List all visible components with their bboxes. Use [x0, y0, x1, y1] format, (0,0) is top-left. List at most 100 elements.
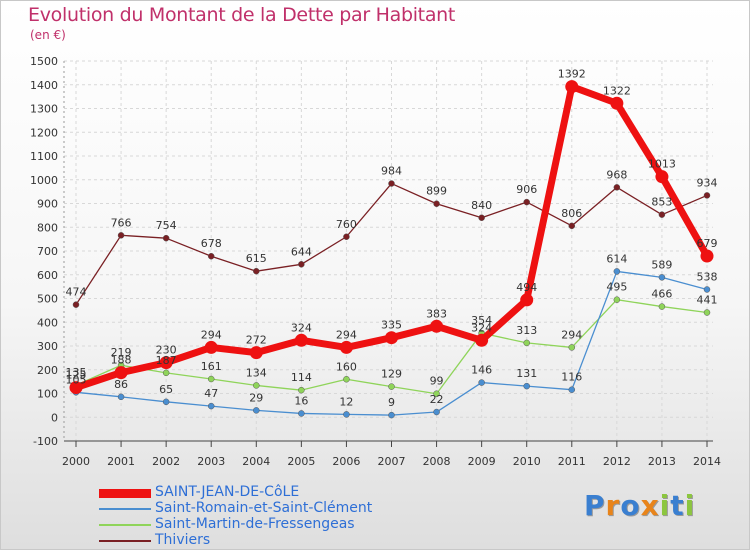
- data-point: [343, 233, 350, 240]
- data-label: 9: [388, 396, 395, 409]
- data-point: [703, 309, 711, 316]
- y-tick-label: 1400: [30, 79, 58, 92]
- x-tick-label: 2001: [107, 455, 135, 468]
- data-point: [613, 268, 621, 275]
- data-point: [478, 379, 485, 386]
- data-label: 840: [471, 199, 492, 212]
- logo-letter: o: [620, 489, 641, 522]
- x-tick-label: 2014: [693, 455, 721, 468]
- data-label: 12: [339, 395, 353, 408]
- x-tick-label: 2010: [513, 455, 541, 468]
- x-tick-label: 2012: [603, 455, 631, 468]
- data-label: 383: [426, 307, 447, 320]
- data-point: [568, 222, 576, 230]
- x-tick-label: 2013: [648, 455, 676, 468]
- data-label: 644: [291, 245, 312, 258]
- x-tick-label: 2000: [62, 455, 90, 468]
- data-label: 1392: [558, 68, 586, 81]
- data-label: 161: [201, 360, 222, 373]
- data-label: 114: [291, 371, 312, 384]
- legend-label: Thiviers: [155, 532, 211, 548]
- data-label: 129: [381, 368, 402, 381]
- data-label: 354: [471, 314, 492, 327]
- data-point: [298, 410, 305, 417]
- y-tick-label: 600: [37, 269, 58, 282]
- x-tick-label: 2011: [558, 455, 586, 468]
- data-label: 984: [381, 165, 402, 178]
- legend-swatch: [99, 524, 151, 526]
- data-label: 589: [651, 258, 672, 271]
- data-label: 441: [697, 294, 718, 307]
- data-point: [117, 393, 125, 401]
- data-point: [523, 339, 530, 347]
- x-tick-label: 2006: [332, 455, 360, 468]
- data-point: [658, 303, 666, 310]
- data-label: 135: [66, 366, 87, 379]
- data-point: [388, 383, 395, 390]
- data-point: [249, 346, 263, 360]
- data-label: 22: [430, 393, 444, 406]
- data-label: 131: [516, 367, 537, 380]
- data-label: 899: [426, 185, 447, 198]
- data-label: 116: [561, 371, 582, 384]
- data-label: 219: [111, 346, 132, 359]
- data-point: [207, 375, 215, 383]
- data-label: 853: [651, 196, 672, 209]
- data-point: [388, 411, 395, 419]
- data-point: [298, 261, 305, 268]
- chart-title: Evolution du Montant de la Dette par Hab…: [28, 4, 456, 26]
- data-point: [159, 356, 173, 370]
- data-point: [613, 296, 621, 303]
- x-tick-label: 2009: [468, 455, 496, 468]
- y-tick-label: 900: [37, 198, 58, 211]
- data-label: 614: [606, 252, 627, 265]
- data-label: 968: [606, 168, 627, 181]
- y-tick-label: 1500: [30, 55, 58, 68]
- y-tick-label: 700: [37, 245, 58, 258]
- data-point: [204, 340, 218, 354]
- data-point: [568, 344, 576, 351]
- data-label: 146: [471, 364, 492, 377]
- y-tick-label: 100: [37, 388, 58, 401]
- y-tick-label: 1300: [30, 103, 58, 116]
- legend-swatch: [99, 540, 151, 542]
- data-point: [655, 170, 669, 184]
- logo-letter: i: [659, 489, 671, 522]
- data-point: [700, 249, 714, 263]
- data-label: 760: [336, 218, 357, 231]
- logo-letter: x: [640, 489, 660, 522]
- data-label: 105: [66, 373, 87, 386]
- data-point: [207, 252, 215, 260]
- y-tick-label: 200: [37, 364, 58, 377]
- data-point: [703, 192, 711, 199]
- data-point: [433, 408, 440, 416]
- y-tick-label: 300: [37, 340, 58, 353]
- data-point: [207, 402, 215, 410]
- data-label: 294: [201, 328, 222, 341]
- data-label: 766: [111, 216, 132, 229]
- data-label: 65: [159, 383, 173, 396]
- data-point: [703, 286, 711, 293]
- legend-label: Saint-Romain-et-Saint-Clément: [155, 500, 373, 516]
- data-label: 294: [561, 328, 582, 341]
- data-point: [520, 293, 534, 307]
- y-tick-label: 1000: [30, 174, 58, 187]
- data-label: 29: [249, 391, 263, 404]
- data-label: 125: [66, 369, 87, 382]
- y-tick-label: 800: [37, 221, 58, 234]
- proxiti-logo: Proxiti: [584, 489, 695, 522]
- data-label: 16: [294, 394, 308, 407]
- data-point: [568, 386, 576, 393]
- data-label: 934: [697, 176, 718, 189]
- data-point: [294, 333, 308, 347]
- data-point: [523, 382, 530, 390]
- data-point: [343, 376, 350, 383]
- data-label: 615: [246, 252, 267, 265]
- data-point: [253, 407, 260, 414]
- data-point: [72, 301, 80, 308]
- data-label: 754: [156, 219, 177, 232]
- data-label: 188: [111, 354, 132, 367]
- legend-swatch: [99, 508, 151, 510]
